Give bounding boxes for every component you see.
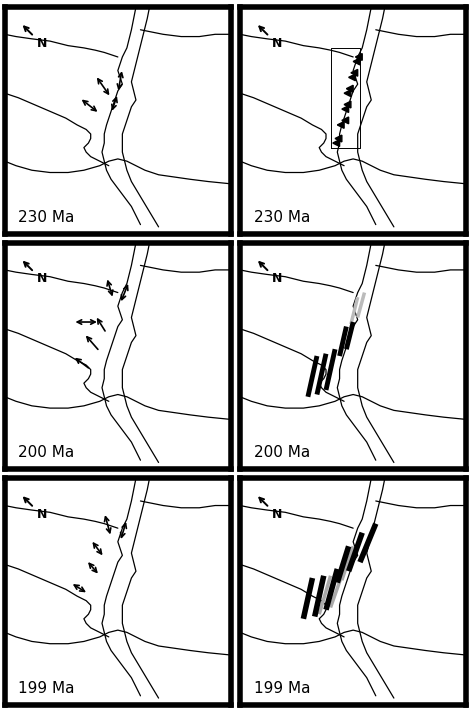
Polygon shape [337, 122, 344, 128]
Polygon shape [344, 90, 351, 97]
Polygon shape [342, 105, 349, 112]
Polygon shape [353, 58, 360, 65]
Text: N: N [272, 272, 282, 286]
Polygon shape [356, 53, 362, 61]
Polygon shape [349, 74, 356, 80]
Text: 199 Ma: 199 Ma [18, 681, 75, 696]
Text: 230 Ma: 230 Ma [18, 209, 75, 224]
Text: N: N [36, 272, 47, 286]
Polygon shape [333, 140, 340, 147]
Polygon shape [335, 135, 342, 142]
Polygon shape [346, 85, 353, 92]
Text: 230 Ma: 230 Ma [253, 209, 310, 224]
Text: N: N [36, 36, 47, 50]
Text: 200 Ma: 200 Ma [253, 445, 310, 460]
Text: N: N [272, 36, 282, 50]
Text: 199 Ma: 199 Ma [253, 681, 310, 696]
Text: N: N [36, 508, 47, 520]
Polygon shape [351, 69, 357, 76]
Polygon shape [342, 117, 349, 124]
Polygon shape [344, 101, 351, 108]
Text: N: N [272, 508, 282, 520]
Text: 200 Ma: 200 Ma [18, 445, 74, 460]
